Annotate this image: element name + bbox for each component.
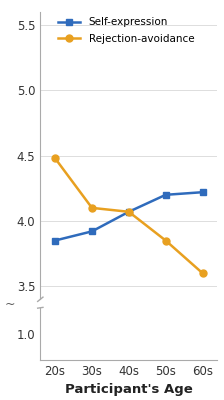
Line: Rejection-avoidance: Rejection-avoidance xyxy=(52,155,206,277)
Rejection-avoidance xyxy=(164,238,167,243)
Legend: Self-expression, Rejection-avoidance: Self-expression, Rejection-avoidance xyxy=(54,14,198,47)
Rejection-avoidance xyxy=(90,206,93,210)
Self-expression xyxy=(201,190,204,195)
Self-expression xyxy=(54,238,56,243)
Self-expression xyxy=(164,192,167,197)
Rejection-avoidance xyxy=(54,156,56,161)
Line: Self-expression: Self-expression xyxy=(52,189,206,244)
Self-expression xyxy=(90,229,93,234)
Self-expression xyxy=(127,209,130,214)
X-axis label: Participant's Age: Participant's Age xyxy=(65,384,193,396)
Rejection-avoidance xyxy=(127,209,130,214)
Rejection-avoidance xyxy=(201,271,204,276)
Text: ~: ~ xyxy=(5,298,15,310)
